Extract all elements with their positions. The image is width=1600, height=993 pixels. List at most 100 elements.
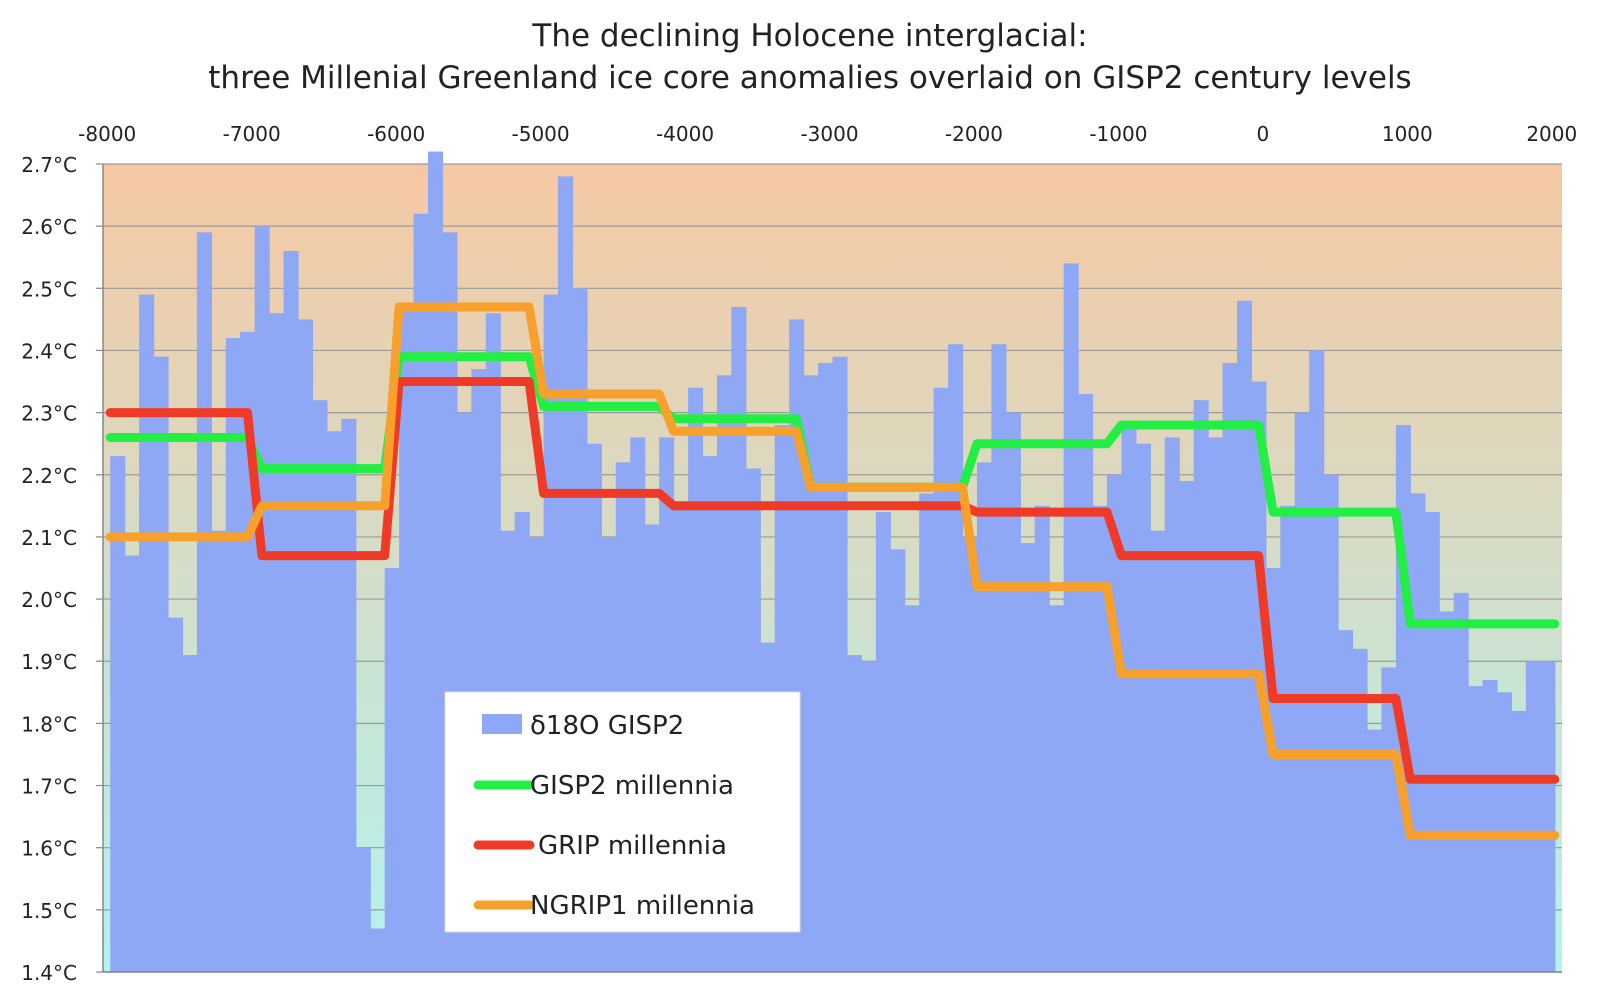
bar-63	[1020, 543, 1036, 972]
x-tick-label-2: -6000	[367, 122, 425, 146]
legend-label-gisp2-millennia: GISP2 millennia	[530, 771, 734, 801]
bar-21	[413, 213, 429, 972]
bar-95	[1482, 679, 1498, 972]
bar-83	[1309, 350, 1325, 972]
bar-52	[861, 661, 877, 972]
bar-71	[1135, 443, 1151, 972]
bar-91	[1424, 512, 1440, 972]
bar-67	[1078, 393, 1094, 972]
x-tick-label-3: -5000	[512, 122, 570, 146]
bar-72	[1150, 530, 1166, 972]
legend-label-ngrip1-millennia: NGRIP1 millennia	[530, 891, 755, 921]
bar-65	[1049, 605, 1065, 972]
y-tick-label-3: 1.7°C	[21, 775, 77, 799]
bar-75	[1193, 400, 1209, 973]
bar-14	[312, 400, 328, 973]
x-tick-label-7: -1000	[1089, 122, 1147, 146]
bar-60	[976, 462, 993, 972]
legend-label-gisp2-bars: δ18O GISP2	[530, 711, 684, 741]
bar-61	[991, 344, 1007, 972]
bar-59	[962, 536, 978, 972]
bar-0	[110, 456, 126, 973]
y-tick-label-7: 2.1°C	[21, 526, 77, 550]
y-tick-label-0: 1.4°C	[21, 961, 77, 985]
y-tick-label-13: 2.7°C	[21, 153, 77, 177]
bar-85	[1338, 630, 1354, 972]
bar-4	[168, 617, 184, 972]
bar-49	[818, 362, 834, 972]
bar-81	[1280, 505, 1296, 972]
bar-18	[370, 928, 386, 972]
x-tick-label-9: 1000	[1382, 122, 1433, 146]
bar-84	[1323, 474, 1339, 972]
chart-subtitle: three Millenial Greenland ice core anoma…	[208, 60, 1411, 96]
bar-54	[890, 549, 906, 972]
x-tick-label-0: -8000	[78, 122, 136, 146]
chart-title: The declining Holocene interglacial:	[531, 18, 1087, 54]
bar-13	[298, 319, 314, 972]
bar-58	[948, 344, 964, 972]
y-tick-label-11: 2.5°C	[21, 277, 77, 301]
bar-series-gisp2	[110, 151, 1556, 973]
bar-82	[1294, 412, 1310, 973]
axes	[102, 164, 1562, 973]
bar-62	[1005, 412, 1021, 973]
y-tick-label-8: 2.2°C	[21, 464, 77, 488]
x-tick-label-10: 2000	[1526, 122, 1577, 146]
series-line-grip-millennia	[105, 377, 1560, 784]
bar-77	[1222, 362, 1238, 972]
legend: δ18O GISP2 GISP2 millennia GRIP millenni…	[444, 691, 801, 933]
bar-15	[326, 431, 342, 972]
bar-50	[832, 356, 848, 973]
step-series	[105, 302, 1560, 840]
bar-64	[1034, 505, 1050, 972]
bar-1	[124, 555, 140, 972]
y-tick-label-2: 1.6°C	[21, 837, 77, 861]
bar-76	[1208, 437, 1224, 972]
bar-66	[1063, 263, 1079, 972]
y-axis-ticks: 1.4°C 1.5°C 1.6°C 1.7°C 1.8°C 1.9°C 2.0°C 2.1°C…	[21, 153, 103, 985]
bar-7	[211, 530, 227, 972]
bar-92	[1439, 611, 1455, 972]
bar-56	[919, 493, 935, 972]
bar-55	[904, 605, 920, 972]
y-tick-label-9: 2.3°C	[21, 402, 77, 426]
bar-53	[875, 512, 891, 972]
y-tick-label-4: 1.8°C	[21, 712, 77, 736]
x-axis-ticks: -8000 -7000 -6000 -5000 -4000 -3000 -2000 -1000…	[78, 122, 1577, 146]
bar-6	[196, 232, 212, 972]
y-tick-label-10: 2.4°C	[21, 339, 77, 363]
y-tick-label-6: 2.0°C	[21, 588, 77, 612]
legend-label-grip-millennia: GRIP millennia	[538, 831, 727, 861]
bar-97	[1511, 710, 1527, 972]
bar-94	[1468, 686, 1484, 972]
bar-2	[139, 294, 155, 972]
bar-90	[1410, 493, 1426, 972]
bar-86	[1352, 648, 1368, 972]
x-tick-label-5: -3000	[800, 122, 858, 146]
bar-20	[399, 306, 415, 972]
y-tick-label-5: 1.9°C	[21, 650, 77, 674]
bar-48	[803, 375, 819, 972]
y-tick-label-1: 1.5°C	[21, 899, 77, 923]
bar-73	[1164, 437, 1180, 972]
bar-22	[428, 151, 444, 973]
bar-17	[355, 847, 371, 972]
bar-10	[254, 226, 270, 973]
x-tick-label-1: -7000	[223, 122, 281, 146]
bar-87	[1366, 729, 1383, 972]
x-tick-label-4: -4000	[656, 122, 714, 146]
x-tick-label-8: 0	[1256, 122, 1269, 146]
bar-70	[1121, 425, 1137, 972]
bar-68	[1092, 505, 1108, 972]
bar-8	[225, 338, 241, 972]
legend-swatch-gisp2-bars	[482, 714, 522, 734]
bar-12	[283, 251, 299, 972]
bar-78	[1236, 300, 1253, 972]
bar-11	[269, 313, 285, 973]
bar-88	[1381, 667, 1397, 972]
bar-98	[1525, 661, 1541, 972]
bar-3	[153, 356, 169, 973]
bar-74	[1179, 480, 1195, 972]
